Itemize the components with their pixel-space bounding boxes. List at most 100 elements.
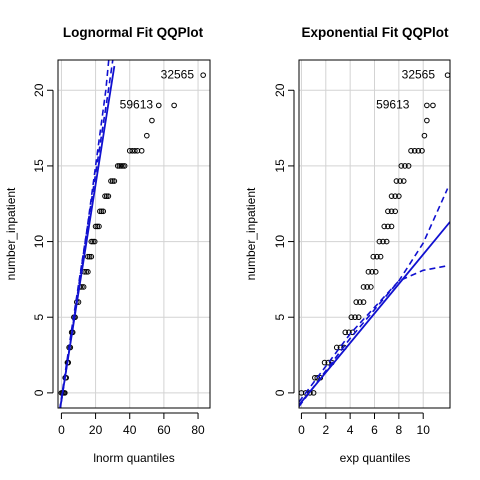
x-tick-label: 4 [347, 423, 354, 437]
data-point [126, 147, 133, 154]
data-point [321, 359, 328, 366]
data-point [421, 132, 428, 139]
data-point [155, 102, 162, 109]
data-point [85, 269, 91, 275]
data-points [298, 72, 451, 396]
y-axis: 0 5 10 15 20 [273, 83, 295, 396]
y-tick-label: 15 [32, 159, 46, 173]
data-point [118, 163, 124, 169]
data-point [200, 72, 206, 78]
plot-frame [298, 59, 451, 409]
data-point [444, 72, 451, 78]
data-point [83, 269, 89, 275]
data-point [98, 208, 105, 215]
data-point [364, 284, 370, 290]
data-point [424, 102, 430, 109]
data-point [377, 253, 384, 260]
data-point [388, 193, 395, 199]
data-point [392, 208, 399, 215]
data-point [121, 163, 128, 169]
x-tick-label: 40 [123, 423, 137, 437]
data-point [357, 299, 363, 305]
outlier-label: 32565 [161, 67, 195, 81]
data-point [90, 238, 96, 245]
outlier-label: 32565 [402, 67, 436, 81]
y-tick-label: 20 [32, 83, 46, 97]
data-point [109, 178, 116, 184]
x-tick-label: 20 [89, 423, 103, 437]
data-point [396, 193, 402, 199]
chart-title: Lognormal Fit QQPlot [63, 25, 204, 40]
data-point [400, 178, 407, 184]
data-point [374, 253, 380, 260]
chart-title: Exponential Fit QQPlot [301, 25, 449, 40]
x-tick-label: 6 [371, 423, 378, 437]
data-point [97, 208, 103, 215]
fit-lines [59, 60, 116, 408]
y-tick-label: 20 [273, 83, 287, 97]
data-point [333, 344, 340, 351]
data-point [342, 329, 349, 336]
data-point [314, 374, 321, 381]
data-point [94, 223, 101, 230]
data-point [402, 163, 408, 169]
y-tick-label: 5 [273, 314, 287, 321]
data-point [100, 208, 107, 215]
data-point [111, 178, 118, 184]
data-point [171, 102, 177, 109]
y-tick-label: 10 [273, 235, 287, 249]
data-point [355, 314, 362, 321]
data-point [383, 238, 390, 245]
x-axis: 0 2 4 6 8 10 [298, 412, 431, 437]
y-axis-label: number_inpatient [244, 187, 258, 280]
data-point [129, 147, 136, 154]
x-tick-label: 10 [417, 423, 431, 437]
data-point [385, 223, 391, 230]
x-tick-label: 2 [322, 423, 329, 437]
data-point [360, 299, 367, 305]
grid-lines [58, 60, 210, 408]
y-axis: 0 5 10 15 20 [32, 83, 54, 396]
data-point [116, 163, 123, 169]
data-point [105, 193, 112, 199]
data-point [411, 147, 418, 154]
data-point [88, 238, 95, 245]
data-point [376, 238, 383, 245]
outlier-label: 59613 [376, 98, 410, 112]
data-point [149, 117, 155, 124]
outlier-label: 59613 [120, 98, 154, 112]
data-point [132, 147, 138, 154]
y-tick-label: 5 [32, 314, 46, 321]
y-axis-label: number_inpatient [4, 187, 18, 280]
data-point [408, 147, 414, 154]
x-tick-label: 60 [157, 423, 171, 437]
data-point [397, 178, 403, 184]
qqplot-panel-1: 0 20 40 60 80 0 5 10 15 20 32565 59613 Lognormal Fit… [4, 25, 211, 465]
data-point [360, 284, 367, 290]
data-point [398, 163, 405, 169]
data-point [92, 223, 99, 230]
data-points [58, 72, 206, 396]
data-point [86, 253, 93, 260]
data-point [388, 208, 395, 215]
data-point [430, 102, 436, 109]
data-point [144, 132, 150, 139]
data-point [108, 178, 114, 184]
data-point [88, 253, 95, 260]
data-point [392, 193, 399, 199]
data-point [380, 238, 386, 245]
data-point [96, 223, 102, 230]
data-point [365, 269, 372, 275]
data-point [103, 193, 110, 199]
fit-line [59, 65, 116, 408]
x-tick-label: 8 [396, 423, 403, 437]
data-point [120, 163, 126, 169]
point-annotations: 32565 59613 [376, 67, 435, 111]
x-axis-label: exp quantiles [340, 451, 411, 465]
point-annotations: 32565 59613 [120, 67, 195, 111]
fit-line [299, 221, 450, 406]
data-point [369, 269, 375, 275]
data-point [405, 163, 412, 169]
x-axis: 0 20 40 60 80 [58, 412, 205, 437]
